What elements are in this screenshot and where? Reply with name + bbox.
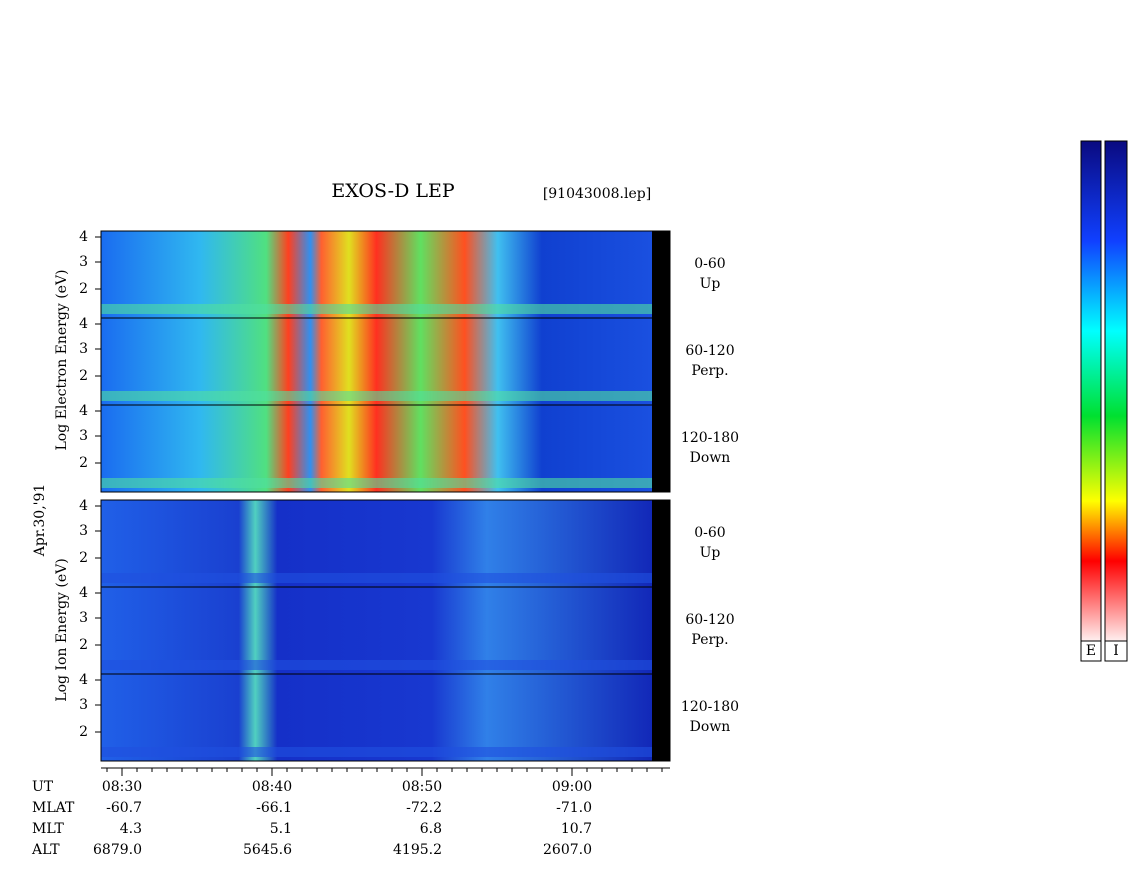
low-energy-band [101,660,652,670]
data-gap [652,500,670,587]
spectrogram [101,231,652,318]
direction: Perp. [691,632,728,648]
direction: Down [690,719,731,735]
direction: Down [690,450,731,466]
spectrogram [101,500,652,587]
y-tick-label: 2 [79,550,88,566]
data-gap [652,405,670,492]
orbit-value: 5645.6 [243,842,292,858]
orbit-value: 2607.0 [543,842,592,858]
colorbar-label-box [1104,640,1128,662]
data-gap [652,587,670,674]
ion-axis-label: Log Ion Energy (eV) [54,558,70,701]
orbit-value: 09:00 [552,779,592,795]
spectrogram [101,674,652,761]
orbit-value: -66.1 [256,800,292,816]
panel-frame [100,404,671,493]
y-tick-label: 4 [79,585,88,601]
data-gap [652,231,670,318]
orbit-value: 5.1 [270,821,292,837]
low-energy-band [101,573,652,583]
orbit-row-label: UT [32,779,54,795]
spectrogram [101,318,652,405]
y-tick-label: 3 [79,523,88,539]
y-tick-label: 2 [79,637,88,653]
y-tick-label: 2 [79,281,88,297]
low-energy-band [101,747,652,757]
y-tick-label: 4 [79,403,88,419]
y-tick-label: 3 [79,610,88,626]
orbit-value: 10.7 [561,821,592,837]
direction: Up [700,276,721,292]
angle-range: 0-60 [694,256,725,272]
colorbar-label: E [1086,643,1096,659]
angle-range: 60-120 [685,343,734,359]
orbit-value: -71.0 [556,800,592,816]
electron-axis-label: Log Electron Energy (eV) [54,269,70,450]
orbit-value: 08:30 [102,779,142,795]
y-tick-label: 3 [79,428,88,444]
orbit-row-label: ALT [31,842,60,858]
orbit-value: 4195.2 [393,842,442,858]
colorbar-label-box [1080,640,1102,662]
orbit-value: 6.8 [420,821,442,837]
direction: Perp. [691,363,728,379]
low-energy-band [101,304,652,314]
orbit-value: 08:40 [252,779,292,795]
colorbar [1104,140,1128,642]
angle-range: 60-120 [685,612,734,628]
y-tick-label: 4 [79,498,88,514]
direction: Up [700,545,721,561]
y-tick-label: 2 [79,455,88,471]
orbit-row-label: MLT [32,821,64,837]
spectrogram [101,587,652,674]
y-tick-label: 4 [79,672,88,688]
low-energy-band [101,391,652,401]
date-label: Apr.30,'91 [32,484,48,558]
colorbar-label: I [1113,643,1119,659]
data-gap [652,674,670,761]
orbit-value: 6879.0 [93,842,142,858]
data-gap [652,318,670,405]
panel-frame [100,673,671,762]
colorbar [1080,140,1102,642]
angle-range: 120-180 [681,430,739,446]
title: EXOS-D LEP [331,180,455,202]
y-tick-label: 2 [79,368,88,384]
orbit-value: -72.2 [406,800,442,816]
y-tick-label: 3 [79,341,88,357]
y-tick-label: 2 [79,724,88,740]
y-tick-label: 4 [79,316,88,332]
orbit-value: 08:50 [402,779,442,795]
angle-range: 120-180 [681,699,739,715]
angle-range: 0-60 [694,525,725,541]
spectrogram [101,405,652,492]
y-tick-label: 3 [79,697,88,713]
orbit-value: 4.3 [120,821,142,837]
orbit-value: -60.7 [106,800,142,816]
orbit-row-label: MLAT [32,800,75,816]
file-name: [91043008.lep] [543,186,651,202]
y-tick-label: 3 [79,254,88,270]
y-tick-label: 4 [79,229,88,245]
low-energy-band [101,478,652,488]
